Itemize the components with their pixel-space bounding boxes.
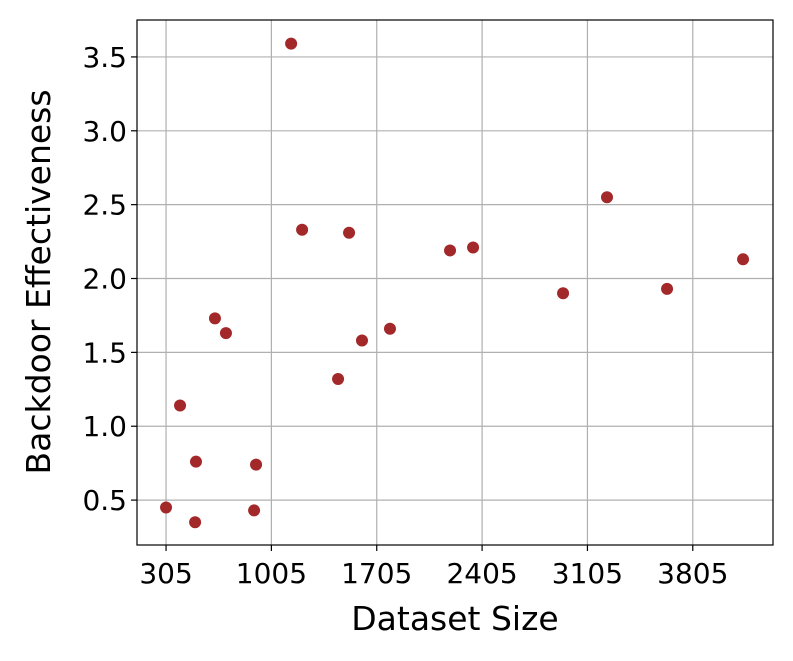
point <box>343 226 356 239</box>
point <box>208 312 221 325</box>
point <box>250 458 263 471</box>
y-tick-label: 3.5 <box>82 41 127 74</box>
x-tick-label: 3805 <box>657 557 728 590</box>
point <box>601 191 614 204</box>
point <box>248 504 261 517</box>
point <box>355 334 368 347</box>
point <box>444 244 457 257</box>
point <box>557 287 570 300</box>
point <box>383 322 396 335</box>
x-tick-label: 2405 <box>446 557 517 590</box>
y-tick-label: 2.0 <box>82 263 127 296</box>
point <box>189 455 202 468</box>
point <box>219 327 232 340</box>
x-tick-label: 1005 <box>236 557 307 590</box>
x-axis-label: Dataset Size <box>351 599 558 638</box>
y-tick-label: 1.0 <box>82 410 127 443</box>
y-tick-label: 2.5 <box>82 189 127 222</box>
y-tick-label: 0.5 <box>82 484 127 517</box>
point <box>160 501 173 514</box>
point <box>737 253 750 266</box>
point <box>189 516 202 529</box>
x-tick-label: 305 <box>139 557 192 590</box>
y-tick-label: 3.0 <box>82 115 127 148</box>
point <box>285 37 298 50</box>
point <box>661 282 674 295</box>
point <box>332 372 345 385</box>
point <box>467 241 480 254</box>
y-tick-label: 1.5 <box>82 336 127 369</box>
plot-frame <box>136 19 774 546</box>
x-tick-label: 1705 <box>341 557 412 590</box>
x-tick-label: 3105 <box>552 557 623 590</box>
point <box>174 399 187 412</box>
y-axis-label: Backdoor Effectiveness <box>19 89 58 474</box>
point <box>296 223 309 236</box>
